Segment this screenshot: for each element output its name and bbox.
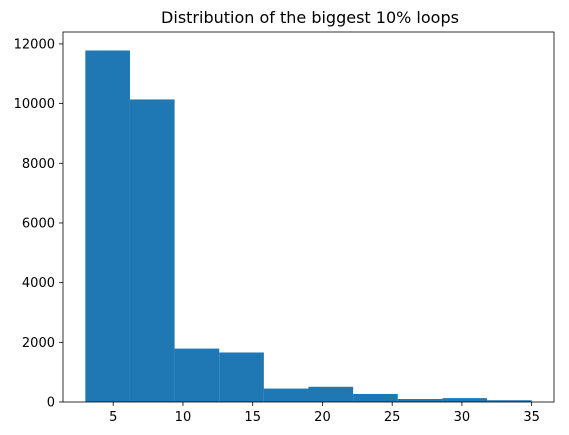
x-tick-label: 30 <box>454 410 471 425</box>
histogram-bar-1 <box>129 99 175 402</box>
histogram-bar-2 <box>174 348 220 402</box>
histogram-bar-6 <box>353 393 398 402</box>
chart-title: Distribution of the biggest 10% loops <box>161 8 459 27</box>
histogram-bar-3 <box>219 352 264 402</box>
x-tick-label: 15 <box>244 410 261 425</box>
axes-group <box>62 31 555 403</box>
x-tick-label: 20 <box>314 410 331 425</box>
y-axis-ticks: 0 2000 4000 6000 8000 10000 12000 <box>14 37 63 411</box>
x-tick-label: 35 <box>523 410 540 425</box>
x-tick-label: 10 <box>175 410 192 425</box>
x-axis-ticks: 5 10 15 20 25 30 35 <box>109 402 540 425</box>
x-tick-label: 5 <box>109 410 117 425</box>
y-tick-label: 2000 <box>22 336 55 351</box>
histogram-bar-8 <box>442 398 488 402</box>
y-tick-label: 0 <box>47 396 55 411</box>
y-tick-label: 10000 <box>14 97 55 112</box>
y-tick-label: 8000 <box>22 157 55 172</box>
y-tick-label: 4000 <box>22 276 55 291</box>
y-tick-label: 12000 <box>14 37 55 52</box>
histogram-bar-9 <box>487 400 532 402</box>
histogram-bar-4 <box>263 388 309 402</box>
histogram-bar-0 <box>85 50 130 402</box>
x-tick-label: 25 <box>384 410 401 425</box>
bars-group <box>85 50 532 402</box>
plot-frame <box>62 31 555 403</box>
y-tick-label: 6000 <box>22 216 55 231</box>
histogram-bar-7 <box>397 399 443 402</box>
histogram-bar-5 <box>308 386 354 402</box>
